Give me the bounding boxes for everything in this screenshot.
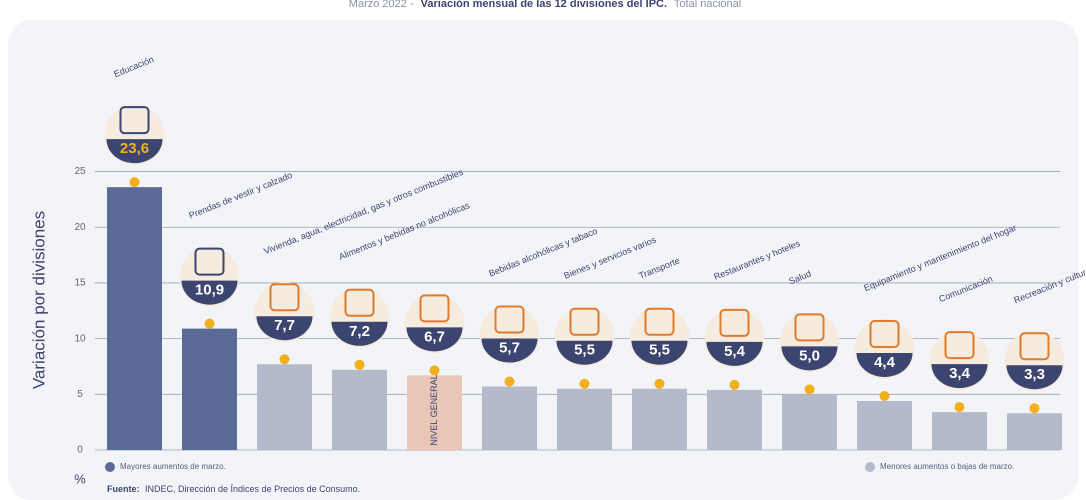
marker-dot xyxy=(354,359,365,370)
legend-swatch xyxy=(105,462,115,472)
value-label: 5,4 xyxy=(724,343,746,360)
title-part: Total nacional xyxy=(674,0,741,10)
y-tick-label: 25 xyxy=(74,166,86,177)
bar xyxy=(407,375,462,450)
value-label: 5,5 xyxy=(574,342,595,359)
icon xyxy=(869,319,900,348)
y-axis-label: Variación por divisiones xyxy=(29,211,48,389)
title-part: Marzo 2022 - xyxy=(349,0,414,10)
value-label: 5,0 xyxy=(799,347,820,364)
bar xyxy=(857,400,912,450)
icon xyxy=(494,305,525,334)
bar xyxy=(257,364,312,450)
legend-label: Mayores aumentos de marzo. xyxy=(120,462,226,471)
bar xyxy=(182,328,237,450)
badge xyxy=(331,321,388,346)
source-text: INDEC, Dirección de Índices de Precios d… xyxy=(145,484,360,494)
legend-swatch xyxy=(865,462,875,472)
icon xyxy=(794,313,825,342)
badge xyxy=(1006,365,1063,390)
title-part: Variación mensual de las 12 divisiones d… xyxy=(421,0,667,10)
y-tick-label: 5 xyxy=(77,389,83,400)
source-label: Fuente: xyxy=(107,484,140,494)
bar xyxy=(932,412,987,450)
bar xyxy=(782,394,837,450)
marker-dot xyxy=(879,390,890,401)
marker-dot xyxy=(129,177,140,188)
icon xyxy=(569,307,600,336)
value-label: 5,7 xyxy=(499,339,520,356)
bar xyxy=(107,187,162,451)
value-label: 7,7 xyxy=(274,317,295,334)
badge xyxy=(181,280,238,305)
badge xyxy=(856,352,913,377)
icon xyxy=(1019,332,1050,361)
badge xyxy=(706,341,763,366)
y-unit: % xyxy=(74,471,86,486)
marker-dot xyxy=(504,376,515,387)
bar xyxy=(632,388,687,450)
y-tick-label: 20 xyxy=(74,222,86,233)
value-label: 5,5 xyxy=(649,342,670,359)
value-label: 4,4 xyxy=(874,354,896,371)
badge xyxy=(781,346,838,371)
marker-dot xyxy=(1029,403,1040,414)
value-label: 6,7 xyxy=(424,328,445,345)
icon xyxy=(119,106,150,135)
marker-dot xyxy=(954,402,965,413)
y-tick-label: 15 xyxy=(74,278,86,289)
title-pill xyxy=(255,0,835,16)
badge xyxy=(406,327,463,352)
badge xyxy=(931,364,988,389)
value-label: 10,9 xyxy=(195,282,224,299)
marker-dot xyxy=(579,378,590,389)
value-label: 23,6 xyxy=(120,140,149,157)
badge xyxy=(556,340,613,365)
icon xyxy=(944,331,975,360)
marker-dot xyxy=(804,384,815,395)
badge xyxy=(256,316,313,341)
icon xyxy=(644,307,675,336)
bar xyxy=(557,388,612,450)
y-tick-label: 10 xyxy=(74,333,86,344)
value-label: 3,4 xyxy=(949,365,971,382)
badge xyxy=(631,340,688,365)
marker-dot xyxy=(279,354,290,365)
icon xyxy=(344,288,375,317)
icon xyxy=(719,308,750,337)
value-label: 3,3 xyxy=(1024,366,1045,383)
icon xyxy=(269,283,300,312)
bar xyxy=(1007,413,1062,450)
icon xyxy=(194,247,225,276)
y-tick-label: 0 xyxy=(77,445,83,456)
badge xyxy=(481,338,538,363)
x-tick-label: NIVEL GENERAL xyxy=(429,374,439,445)
marker-dot xyxy=(429,365,440,376)
value-label: 7,2 xyxy=(349,323,370,340)
badge xyxy=(106,139,163,164)
source: Fuente: INDEC, Dirección de Índices de P… xyxy=(107,484,360,494)
chart-title: Marzo 2022 - Variación mensual de las 12… xyxy=(349,0,741,10)
marker-dot xyxy=(729,379,740,390)
icon xyxy=(419,294,450,323)
marker-dot xyxy=(654,378,665,389)
bar xyxy=(482,386,537,450)
panel xyxy=(8,20,1078,500)
bar xyxy=(332,369,387,450)
legend-label: Menores aumentos o bajas de marzo. xyxy=(880,462,1014,471)
bar xyxy=(707,389,762,450)
marker-dot xyxy=(204,318,215,329)
